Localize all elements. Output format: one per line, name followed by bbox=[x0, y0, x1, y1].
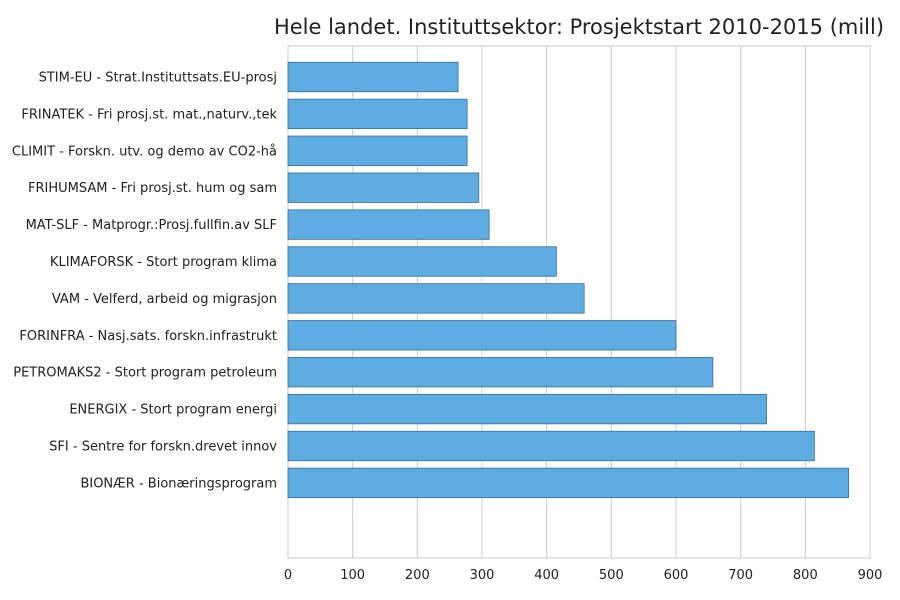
x-tick-label: 800 bbox=[793, 568, 818, 583]
x-tick-label: 900 bbox=[858, 568, 883, 583]
category-label: FRINATEK - Fri prosj.st. mat.,naturv.,te… bbox=[21, 107, 277, 122]
bar bbox=[287, 61, 459, 93]
bar bbox=[287, 209, 490, 240]
category-label: ENERGIX - Stort program energi bbox=[69, 403, 277, 418]
bar bbox=[287, 467, 850, 499]
x-tick-label: 300 bbox=[470, 568, 495, 583]
x-tick-labels: 0 100 200 300 400 500 600 700 800 900 bbox=[284, 568, 883, 583]
bar bbox=[287, 430, 815, 462]
x-tick-label: 400 bbox=[534, 568, 559, 583]
category-label: BIONÆR - Bionæringsprogram bbox=[80, 476, 277, 491]
x-tick-label: 600 bbox=[664, 568, 689, 583]
bar bbox=[287, 246, 557, 277]
bar bbox=[287, 357, 714, 388]
category-label: CLIMIT - Forskn. utv. og demo av CO2-hå bbox=[12, 144, 277, 159]
bar bbox=[287, 98, 468, 130]
x-tick-label: 200 bbox=[405, 568, 430, 583]
x-tick-label: 100 bbox=[340, 568, 365, 583]
category-label: KLIMAFORSK - Stort program klima bbox=[50, 255, 277, 270]
category-label: PETROMAKS2 - Stort program petroleum bbox=[13, 366, 277, 381]
bar bbox=[287, 393, 767, 425]
bar bbox=[287, 283, 585, 314]
bars bbox=[287, 61, 850, 499]
category-label: MAT-SLF - Matprogr.:Prosj.fullfin.av SLF bbox=[26, 218, 277, 233]
bar bbox=[287, 172, 480, 203]
category-label: FRIHUMSAM - Fri prosj.st. hum og sam bbox=[28, 181, 277, 196]
category-labels: STIM-EU - Strat.Instituttsats.EU-prosj FR… bbox=[12, 71, 278, 492]
category-label: SFI - Sentre for forskn.drevet innov bbox=[49, 440, 277, 455]
x-tick-label: 0 bbox=[284, 568, 292, 583]
category-label: FORINFRA - Nasj.sats. forskn.infrastrukt bbox=[19, 329, 277, 344]
category-label: VAM - Velferd, arbeid og migrasjon bbox=[52, 292, 277, 307]
chart-title: Hele landet. Instituttsektor: Prosjektst… bbox=[274, 15, 884, 39]
category-label: STIM-EU - Strat.Instituttsats.EU-prosj bbox=[39, 71, 277, 86]
x-tick-label: 700 bbox=[728, 568, 753, 583]
x-tick-label: 500 bbox=[599, 568, 624, 583]
bar bbox=[287, 135, 468, 166]
bar bbox=[287, 320, 677, 351]
